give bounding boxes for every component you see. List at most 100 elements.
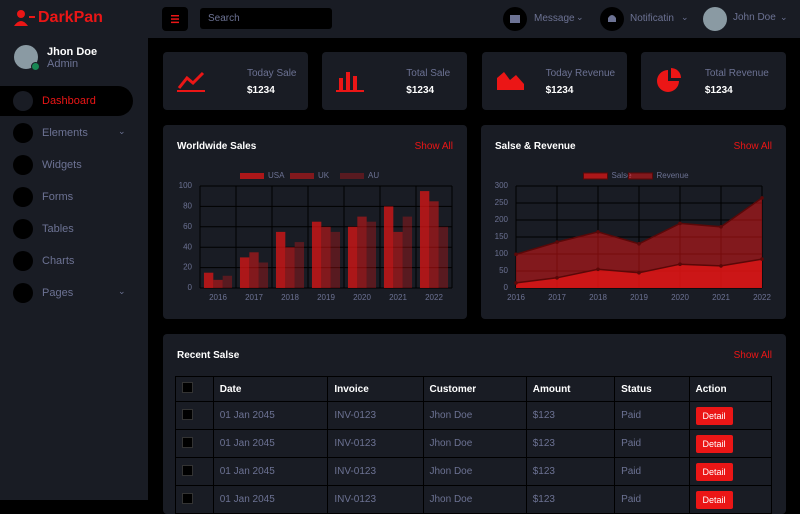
bar — [347, 226, 358, 288]
bar — [419, 191, 430, 288]
checkbox[interactable] — [182, 436, 193, 448]
nav-label: Elements — [42, 127, 88, 139]
card-title: Recent Salse — [177, 350, 240, 361]
chevron: ⌄ — [118, 126, 126, 136]
show-all[interactable]: Show All — [733, 141, 772, 152]
search-input[interactable]: Search — [200, 8, 332, 29]
detail-button[interactable]: Detail — [695, 462, 733, 481]
legend-swatch — [628, 172, 653, 180]
point — [760, 257, 764, 261]
table-cell: Detail — [688, 429, 773, 458]
detail-button[interactable]: Detail — [695, 434, 733, 453]
legend-label: Salse — [612, 171, 633, 180]
point — [678, 262, 682, 266]
y-tick-label: 40 — [183, 242, 192, 251]
table-header-row: Date Invoice Customer Amount Status Action — [175, 376, 773, 402]
user-avatar[interactable] — [703, 7, 727, 31]
bar — [311, 221, 322, 288]
column-header: Invoice — [327, 376, 424, 402]
nav-label: Widgets — [42, 159, 82, 171]
x-tick-label: 2022 — [753, 293, 771, 302]
nav-icon — [13, 91, 33, 111]
y-tick-label: 80 — [183, 202, 192, 211]
nav-item[interactable]: Tables — [0, 214, 133, 244]
chevron: ⌄ — [118, 286, 126, 296]
menu-icon — [171, 15, 179, 24]
brand[interactable]: DarkPan — [38, 9, 103, 26]
legend-label: Revenue — [657, 171, 690, 180]
chevron: ⌄ — [576, 12, 584, 22]
y-tick-label: 100 — [179, 181, 193, 190]
table-cell: 01 Jan 2045 — [212, 429, 329, 458]
nav-label: Charts — [42, 255, 75, 267]
message-icon[interactable] — [503, 7, 527, 31]
bar — [213, 279, 223, 288]
nav-item[interactable]: Elements ⌄ — [0, 118, 133, 148]
y-tick-label: 150 — [495, 232, 509, 241]
bar — [249, 252, 259, 288]
table-row: 01 Jan 2045 INV-0123 Jhon Doe $123 Paid Detai… — [175, 457, 773, 486]
table-cell: Jhon Doe — [422, 429, 527, 458]
stat-card: Total Revenue $1234 — [640, 52, 786, 110]
nav-item[interactable]: Widgets — [0, 150, 133, 180]
table-cell: $123 — [525, 457, 616, 486]
point — [514, 252, 518, 257]
checkbox-cell — [175, 376, 214, 402]
stat-card: Total Sale $1234 — [322, 52, 468, 110]
nav-label: Dashboard — [42, 95, 96, 107]
nav-icon — [13, 219, 33, 239]
column-header: Action — [688, 376, 773, 402]
stat-value: $1234 — [545, 85, 574, 96]
bar — [258, 262, 269, 288]
table-cell: Detail — [688, 457, 773, 486]
sidebar: DarkPan Jhon Doe Admin Dashboard Elements… — [0, 0, 148, 500]
table-cell: Jhon Doe — [422, 401, 527, 430]
online-dot — [31, 62, 40, 71]
notification-link[interactable]: Notificatin — [630, 13, 674, 24]
table-cell: INV-0123 — [327, 429, 424, 458]
point — [555, 276, 559, 280]
table-cell: INV-0123 — [327, 457, 424, 486]
x-tick-label: 2022 — [425, 293, 443, 302]
x-tick-label: 2016 — [507, 293, 525, 302]
nav-item[interactable]: Dashboard — [0, 86, 133, 116]
nav-item[interactable]: Charts — [0, 246, 133, 276]
bar — [203, 272, 214, 288]
checkbox-cell — [175, 429, 214, 458]
bar — [321, 226, 331, 288]
stat-label: Total Sale — [406, 68, 451, 79]
point — [555, 240, 559, 244]
checkbox[interactable] — [182, 382, 193, 393]
point — [514, 281, 518, 285]
nav-item[interactable]: Pages ⌄ — [0, 278, 133, 308]
table-cell: INV-0123 — [327, 401, 424, 430]
checkbox[interactable] — [182, 408, 193, 420]
x-tick-label: 2019 — [630, 293, 648, 302]
chart-card: Salse & Revenue Show All 0 50 100 150 200 250… — [481, 125, 786, 319]
show-all[interactable]: Show All — [733, 350, 772, 361]
table-cell: $123 — [525, 429, 616, 458]
nav-icon — [13, 123, 33, 143]
topbar: Search Message ⌄ Notificatin ⌄ John Doe … — [148, 0, 800, 38]
x-tick-label: 2020 — [353, 293, 371, 302]
table-cell: 01 Jan 2045 — [212, 457, 329, 486]
point — [596, 267, 600, 272]
checkbox[interactable] — [182, 492, 193, 504]
point — [760, 196, 764, 200]
message-link[interactable]: Message — [534, 13, 575, 24]
detail-button[interactable]: Detail — [695, 406, 733, 425]
point — [678, 221, 682, 226]
menu-toggle[interactable] — [162, 7, 188, 31]
card-title: Salse & Revenue — [495, 141, 576, 152]
bar — [294, 242, 305, 288]
table-cell: 01 Jan 2045 — [212, 401, 329, 430]
nav-item[interactable]: Forms — [0, 182, 133, 212]
stat-value: $1234 — [247, 85, 275, 96]
user-menu[interactable]: John Doe — [733, 12, 776, 23]
notification-icon[interactable] — [600, 7, 624, 31]
point — [637, 270, 641, 275]
show-all[interactable]: Show All — [414, 141, 453, 152]
checkbox[interactable] — [182, 464, 193, 476]
bar — [357, 216, 367, 288]
